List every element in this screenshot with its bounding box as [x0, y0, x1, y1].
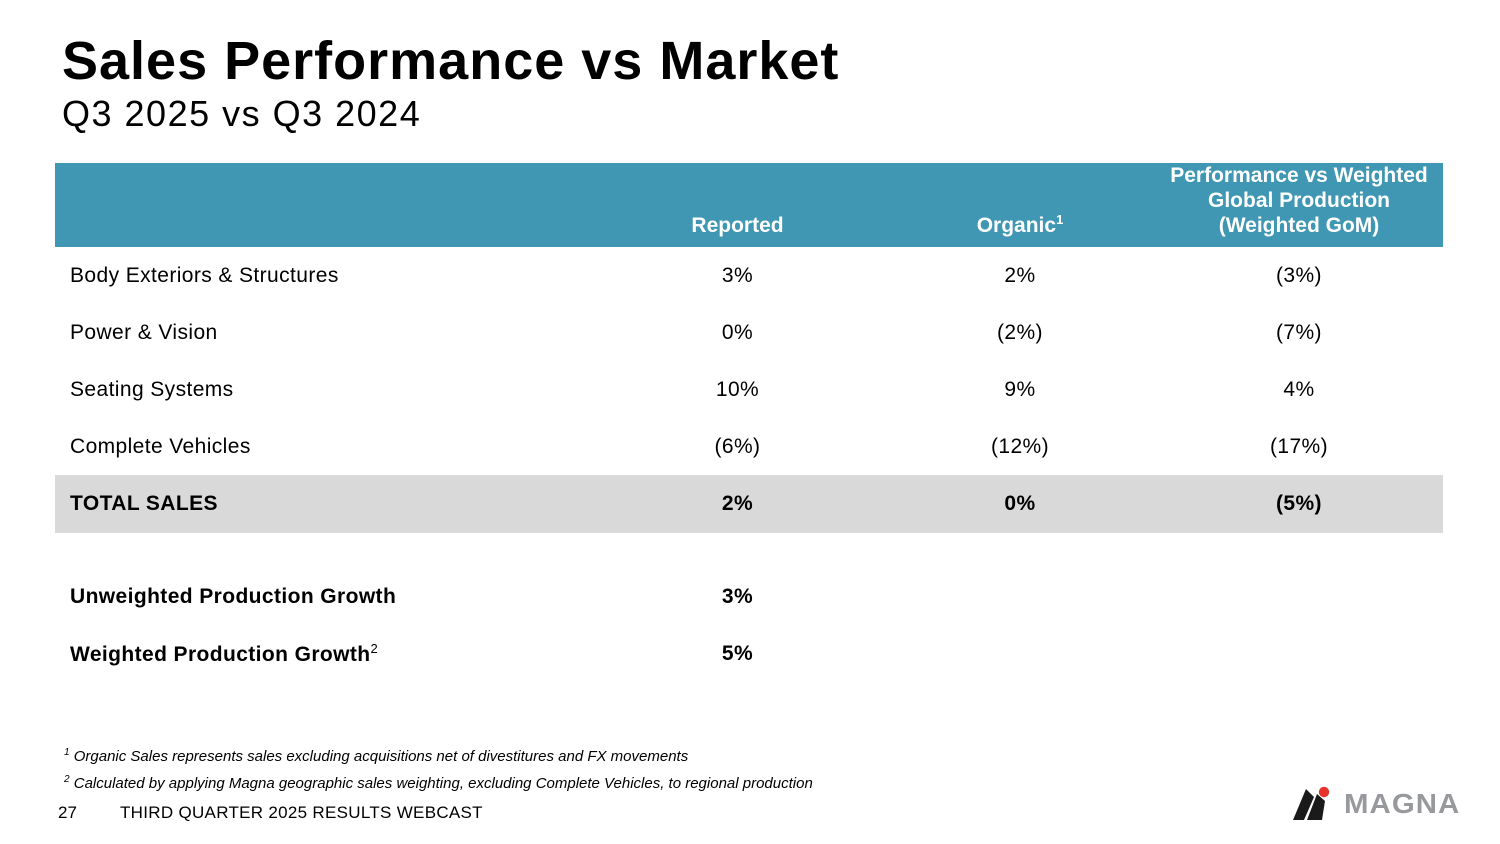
col-header-reported-label: Reported	[691, 214, 784, 237]
gom-value: (3%)	[1276, 263, 1322, 287]
footnote-1-text: Organic Sales represents sales excluding…	[73, 748, 689, 765]
magna-logo-text: MAGNA	[1344, 788, 1461, 819]
col-header-gom-line2: Global Production	[1208, 189, 1390, 212]
row-label: Complete Vehicles	[70, 434, 251, 458]
total-organic-value: 0%	[1004, 492, 1036, 515]
footnotes: 1 Organic Sales represents sales excludi…	[64, 742, 813, 795]
table-row-body-exteriors: Body Exteriors & Structures 3% 2% (3%)	[55, 247, 1443, 304]
table-row-complete-vehicles: Complete Vehicles (6%) (12%) (17%)	[55, 418, 1443, 475]
page-title: Sales Performance vs Market	[62, 31, 840, 91]
weighted-growth-value: 5%	[721, 641, 754, 665]
col-header-organic-label: Organic	[976, 214, 1057, 237]
organic-value: (2%)	[997, 320, 1043, 344]
footnote-2-text: Calculated by applying Magna geographic …	[73, 774, 813, 792]
weighted-growth-label-text: Weighted Production Growth	[70, 642, 371, 666]
footnote-1: 1 Organic Sales represents sales excludi…	[64, 742, 813, 769]
logo-red-dot	[1318, 786, 1330, 798]
row-label: Seating Systems	[70, 377, 234, 401]
col-header-gom-line1: Performance vs Weighted	[1170, 164, 1428, 187]
col-header-gom-line3: (Weighted GoM)	[1218, 214, 1380, 237]
footer-title: THIRD QUARTER 2025 RESULTS WEBCAST	[120, 803, 483, 822]
footnote-2: 2 Calculated by applying Magna geographi…	[64, 769, 813, 796]
unweighted-growth-value: 3%	[721, 584, 754, 608]
row-label: Power & Vision	[70, 320, 218, 344]
row-label: Body Exteriors & Structures	[70, 263, 339, 287]
production-growth-section: Unweighted Production Growth 3% Weighted…	[55, 568, 1443, 682]
total-label: TOTAL SALES	[70, 492, 218, 515]
gom-value: (17%)	[1269, 434, 1329, 458]
page-subtitle: Q3 2025 vs Q3 2024	[62, 93, 422, 134]
col-header-organic: Organic1	[885, 207, 1155, 238]
col-header-gom: Performance vs Weighted Global Productio…	[1155, 163, 1443, 238]
reported-value: (6%)	[714, 434, 761, 458]
reported-value: 10%	[715, 377, 760, 401]
unweighted-growth-label: Unweighted Production Growth	[70, 584, 397, 608]
magna-logo-icon	[1293, 786, 1330, 820]
footnote-2-marker: 2	[64, 773, 70, 785]
weighted-production-growth-row: Weighted Production Growth2 5%	[55, 625, 1443, 682]
footnote-1-marker: 1	[64, 747, 70, 758]
weighted-growth-footnote-marker: 2	[370, 640, 379, 656]
magna-logo: MAGNA	[1293, 786, 1459, 822]
reported-value: 0%	[721, 320, 754, 344]
organic-value: 9%	[1004, 377, 1036, 401]
sales-performance-table: Reported Organic1 Performance vs Weighte…	[55, 163, 1443, 533]
gom-value: (7%)	[1276, 320, 1322, 344]
page-number: 27	[58, 803, 77, 822]
table-row-seating-systems: Seating Systems 10% 9% 4%	[55, 361, 1443, 418]
weighted-growth-label: Weighted Production Growth2	[55, 641, 590, 667]
table-row-power-vision: Power & Vision 0% (2%) (7%)	[55, 304, 1443, 361]
table-header-row: Reported Organic1 Performance vs Weighte…	[55, 163, 1443, 247]
organic-value: (12%)	[990, 434, 1050, 458]
organic-footnote-marker: 1	[1056, 212, 1064, 227]
gom-value: 4%	[1283, 377, 1315, 401]
organic-value: 2%	[1004, 263, 1036, 287]
table-row-total-sales: TOTAL SALES 2% 0% (5%)	[55, 475, 1443, 533]
total-gom-value: (5%)	[1276, 492, 1322, 515]
unweighted-production-growth-row: Unweighted Production Growth 3%	[55, 568, 1443, 625]
total-reported-value: 2%	[721, 492, 754, 515]
col-header-reported: Reported	[590, 213, 885, 238]
reported-value: 3%	[721, 263, 754, 287]
